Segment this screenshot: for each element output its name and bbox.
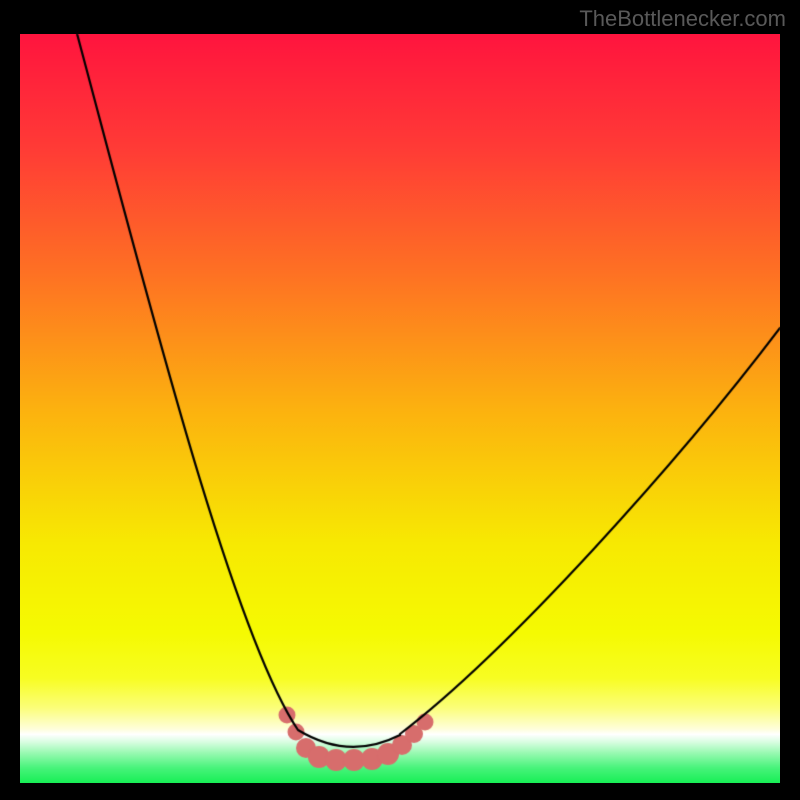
chart-container: TheBottlenecker.com [0,0,800,800]
watermark-text: TheBottlenecker.com [579,6,786,32]
bottleneck-curve-canvas [0,0,800,800]
